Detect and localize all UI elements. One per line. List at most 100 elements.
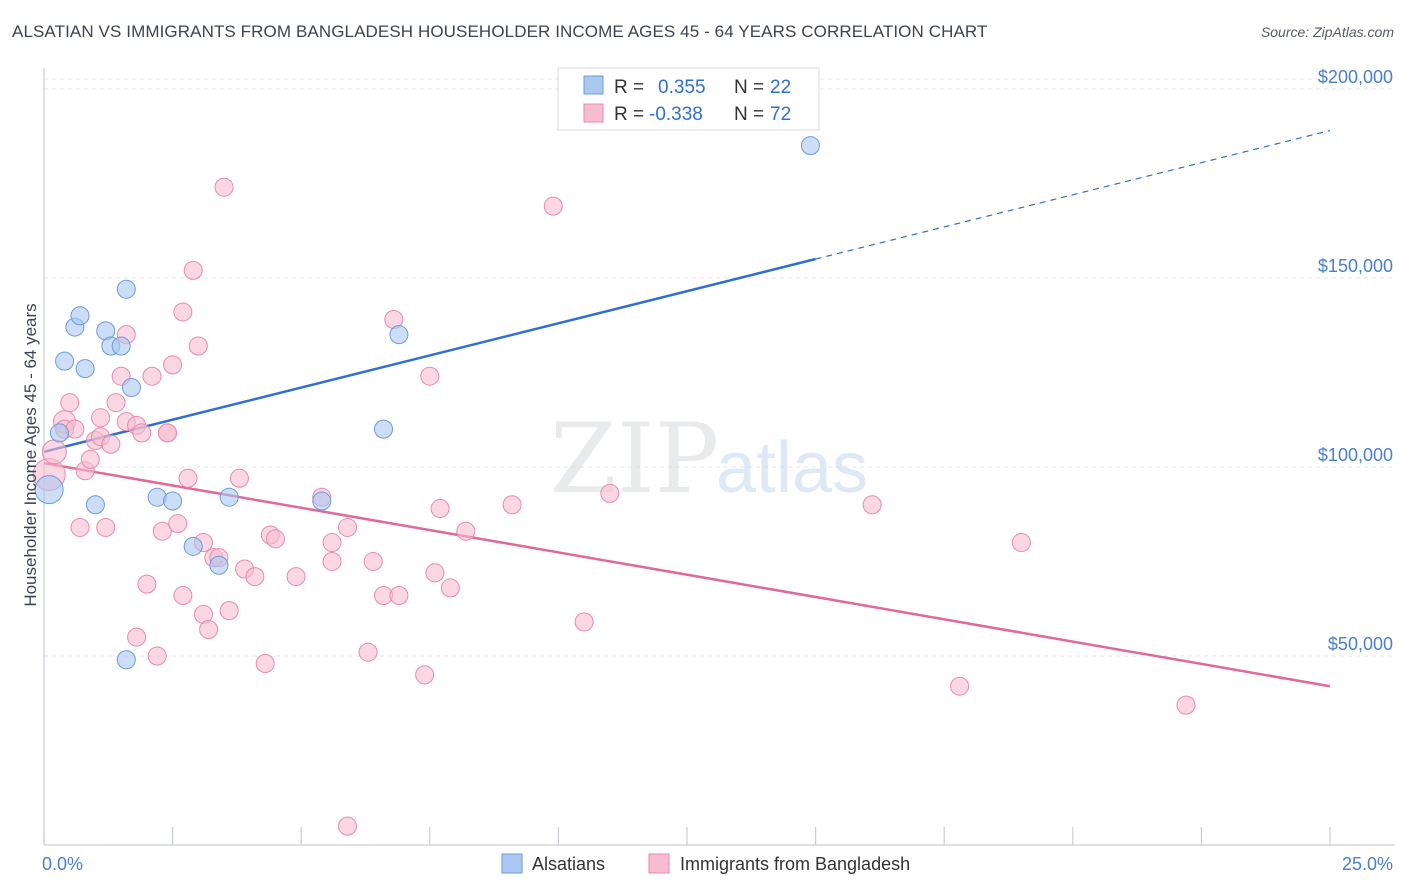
x-tick-label-max: 25.0% (1342, 854, 1393, 874)
bangladesh-point-65 (1011, 533, 1031, 553)
bangladesh-point-49 (358, 642, 378, 662)
legend-n-value-1: 22 (770, 77, 791, 98)
source-label: Source: ZipAtlas.com (1260, 24, 1394, 40)
bottom-legend-label-alsatians: Alsatians (532, 854, 605, 874)
bangladesh-point-63 (862, 495, 882, 515)
legend-swatch-alsatians (583, 75, 604, 95)
y-tick-label-0: $50,000 (1328, 634, 1393, 654)
alsatian-point-21 (800, 136, 820, 156)
alsatian-point-17 (312, 491, 332, 511)
bottom-legend-swatch-bangladesh (648, 853, 670, 874)
bangladesh-point-56 (430, 499, 450, 519)
bangladesh-point-30 (188, 336, 208, 356)
y-tick-labels: $50,000 $100,000 $150,000 $200,000 (1318, 67, 1393, 654)
bangladesh-point-62 (600, 483, 620, 503)
chart-title: ALSATIAN VS IMMIGRANTS FROM BANGLADESH H… (12, 22, 988, 41)
bangladesh-point-69 (127, 627, 147, 647)
bangladesh-point-47 (322, 551, 342, 571)
alsatian-point-20 (116, 650, 136, 670)
bangladesh-point-48 (337, 517, 357, 537)
bangladesh-point-54 (420, 366, 440, 386)
y-axis-title: Householder Income Ages 45 - 64 years (21, 303, 40, 606)
alsatians-trend-line (43, 257, 816, 454)
bangladesh-point-6 (70, 517, 90, 537)
bangladesh-point-41 (255, 654, 275, 674)
bangladesh-point-29 (183, 260, 203, 280)
legend-swatch-bangladesh (583, 103, 604, 123)
bangladesh-point-8 (80, 449, 100, 469)
bangladesh-point-71 (101, 434, 121, 454)
bangladesh-point-40 (245, 567, 265, 587)
bangladesh-point-44 (286, 567, 306, 587)
legend-n-label-1: N = (734, 77, 764, 98)
bangladesh-point-61 (574, 612, 594, 632)
alsatian-point-6 (85, 495, 105, 515)
bangladesh-point-70 (157, 423, 177, 443)
bangladesh-point-27 (173, 585, 193, 605)
legend-r-label-2: R = (614, 104, 644, 125)
bangladesh-point-36 (214, 177, 234, 197)
watermark: ZIP atlas (550, 403, 868, 515)
bottom-legend-label-bangladesh: Immigrants from Bangladesh (680, 854, 910, 874)
alsatian-point-13 (163, 491, 183, 511)
bangladesh-point-57 (440, 578, 460, 598)
trend-lines (43, 129, 1331, 688)
bangladesh-point-38 (229, 468, 249, 488)
watermark-zip: ZIP (550, 403, 719, 515)
legend-n-value-2: 72 (770, 104, 791, 125)
bangladesh-point-46 (322, 533, 342, 553)
alsatian-point-19 (389, 325, 409, 345)
bangladesh-point-53 (389, 585, 409, 605)
bangladesh-point-22 (152, 521, 172, 541)
alsatian-point-14 (183, 536, 203, 556)
bangladesh-point-24 (163, 355, 183, 375)
bangladesh-point-12 (91, 408, 111, 428)
alsatian-point-11 (121, 378, 141, 398)
bangladesh-point-67 (415, 665, 435, 685)
y-tick-label-3: $200,000 (1318, 67, 1393, 87)
bangladesh-point-43 (265, 529, 285, 549)
bangladesh-point-1 (41, 439, 67, 465)
bangladesh-point-21 (147, 646, 167, 666)
bottom-legend-swatch-alsatians (501, 853, 523, 874)
bangladesh-point-20 (142, 366, 162, 386)
alsatian-point-10 (116, 279, 136, 299)
bangladesh-point-4 (60, 393, 80, 413)
bangladesh-point-33 (199, 620, 219, 640)
x-tick-label-min: 0.0% (42, 854, 83, 874)
y-tick-label-1: $100,000 (1318, 445, 1393, 465)
bangladesh-point-68 (337, 816, 357, 836)
bangladesh-point-64 (950, 676, 970, 696)
bangladesh-point-58 (456, 521, 476, 541)
bangladesh-point-26 (173, 302, 193, 322)
correlation-legend: R = 0.355 N = 22 R = -0.338 N = 72 (557, 67, 820, 131)
y-tick-label-2: $150,000 (1318, 256, 1393, 276)
bangladesh-point-60 (543, 196, 563, 216)
bangladesh-point-11 (96, 517, 116, 537)
bangladesh-point-55 (425, 563, 445, 583)
alsatian-point-1 (49, 423, 69, 443)
legend-r-value-2: -0.338 (649, 104, 703, 125)
alsatians-trend-extension (815, 129, 1331, 260)
alsatian-point-16 (219, 487, 239, 507)
alsatian-point-2 (55, 351, 75, 371)
bangladesh-point-28 (178, 468, 198, 488)
bangladesh-point-59 (502, 495, 522, 515)
bangladesh-point-19 (137, 574, 157, 594)
axes (43, 68, 1395, 846)
watermark-atlas: atlas (716, 428, 868, 508)
bangladesh-point-50 (363, 551, 383, 571)
legend-n-label-2: N = (734, 104, 764, 125)
alsatian-point-15 (209, 555, 229, 575)
alsatian-point-9 (111, 336, 131, 356)
bangladesh-point-25 (168, 514, 188, 534)
alsatian-point-0 (34, 475, 64, 505)
alsatian-point-18 (374, 419, 394, 439)
bangladesh-point-66 (1176, 695, 1196, 715)
bangladesh-point-13 (106, 393, 126, 413)
alsatian-point-5 (75, 359, 95, 379)
legend-r-value-1: 0.355 (658, 77, 706, 98)
data-points (32, 136, 1196, 836)
series-legend: Alsatians Immigrants from Bangladesh (501, 853, 910, 874)
